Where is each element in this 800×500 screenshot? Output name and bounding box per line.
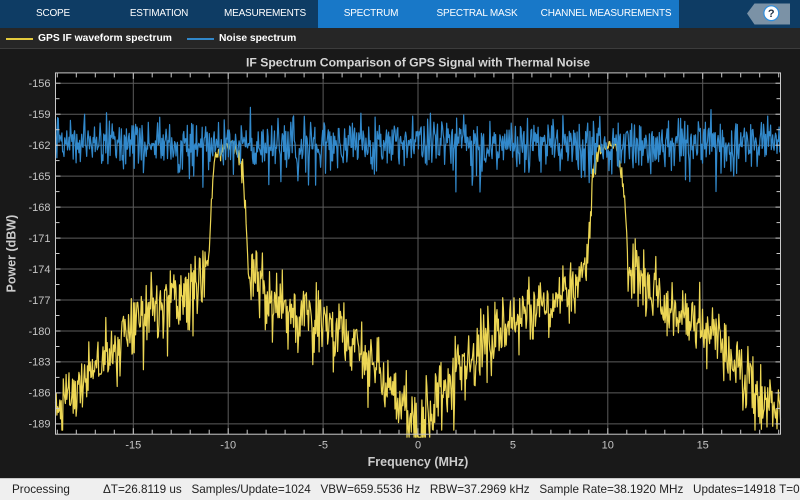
svg-text:-186: -186 (28, 388, 50, 400)
svg-text:IF Spectrum Comparison of GPS: IF Spectrum Comparison of GPS Signal wit… (246, 56, 590, 70)
svg-text:-174: -174 (28, 264, 50, 276)
svg-text:5: 5 (510, 440, 516, 452)
svg-text:-156: -156 (28, 78, 50, 90)
svg-text:Power (dBW): Power (dBW) (5, 215, 19, 293)
svg-text:-180: -180 (28, 326, 50, 338)
svg-text:-162: -162 (28, 140, 50, 152)
svg-text:-168: -168 (28, 202, 50, 214)
svg-text:Frequency (MHz): Frequency (MHz) (368, 455, 469, 469)
svg-text:-171: -171 (28, 233, 50, 245)
svg-text:-159: -159 (28, 109, 50, 121)
svg-text:-189: -189 (28, 419, 50, 431)
svg-text:10: 10 (602, 440, 614, 452)
svg-text:-5: -5 (318, 440, 328, 452)
svg-text:?: ? (768, 8, 775, 20)
svg-text:15: 15 (697, 440, 709, 452)
svg-text:-177: -177 (28, 295, 50, 307)
svg-text:-165: -165 (28, 171, 50, 183)
svg-text:-15: -15 (125, 440, 141, 452)
svg-text:-10: -10 (220, 440, 236, 452)
svg-text:0: 0 (415, 440, 421, 452)
svg-text:-183: -183 (28, 357, 50, 369)
